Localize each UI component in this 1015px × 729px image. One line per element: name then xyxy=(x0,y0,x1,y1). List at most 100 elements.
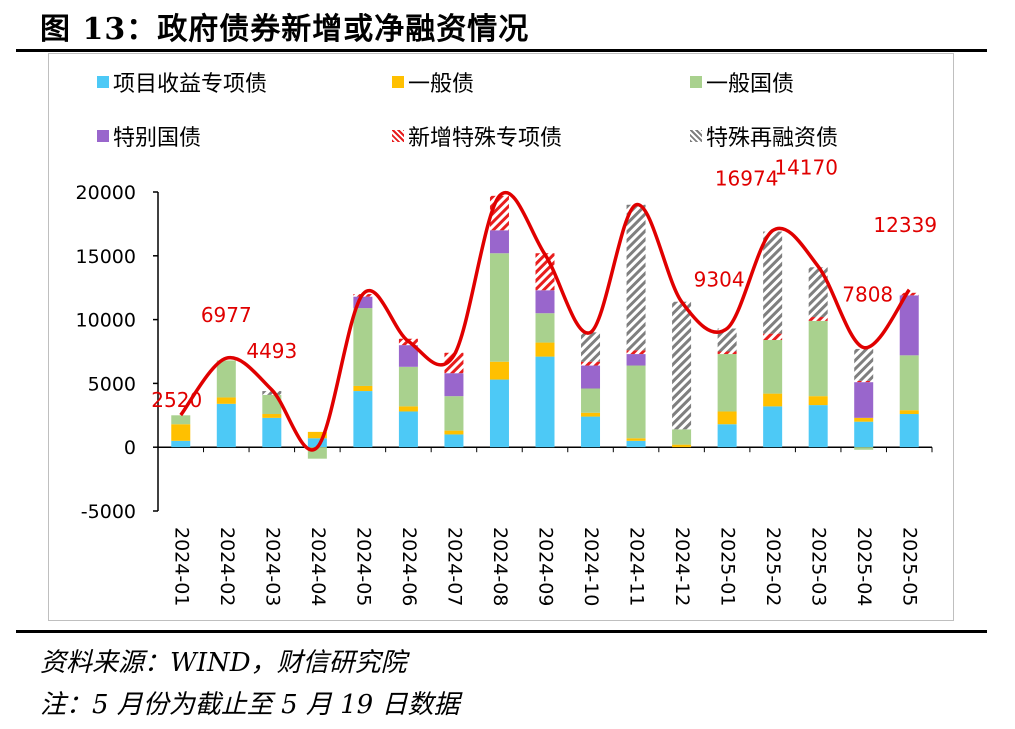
bar-segment-general_bond xyxy=(899,410,919,415)
data-label: 12339 xyxy=(873,213,937,237)
legend-label: 一般国债 xyxy=(706,72,795,97)
x-tick-label: 2024-05 xyxy=(352,527,374,606)
bar-segment-general_bond xyxy=(854,417,874,422)
bar-segment-refinance_bond xyxy=(626,204,646,351)
legend-label: 项目收益专项债 xyxy=(113,72,268,97)
legend-item: 特殊再融资债 xyxy=(690,120,838,152)
bar-segment-general_bond xyxy=(581,412,601,417)
chart-frame xyxy=(48,53,954,621)
x-tick-label: 2025-02 xyxy=(762,527,784,606)
x-tick-label: 2024-07 xyxy=(443,527,465,606)
bar-segment-treasury_bond xyxy=(216,360,236,398)
bar-segment-general_bond xyxy=(489,361,509,380)
bar-segment-general_bond xyxy=(717,411,737,425)
bar-segment-special_treasury xyxy=(353,296,373,309)
bar-segment-general_bond xyxy=(672,444,692,448)
data-label: 14170 xyxy=(774,156,838,180)
data-label: 2520 xyxy=(151,388,202,412)
data-label: 9304 xyxy=(694,267,745,291)
bar-segment-special_treasury xyxy=(489,230,509,254)
note-text: 注：5 月份为截止至 5 月 19 日数据 xyxy=(40,690,460,720)
bar-segment-project_bond xyxy=(581,416,601,448)
bottom-rule xyxy=(16,630,987,633)
bar-segment-treasury_bond xyxy=(672,429,692,445)
bar-segment-general_bond xyxy=(763,393,783,407)
data-label: 7808 xyxy=(842,283,893,307)
bar-segment-project_bond xyxy=(535,356,555,448)
y-tick-label: 15000 xyxy=(76,246,136,268)
x-tick-label: 2024-04 xyxy=(307,527,329,606)
x-tick-label: 2024-06 xyxy=(398,527,420,606)
bar-segment-treasury_bond xyxy=(854,447,874,450)
bar-segment-new_special_bond xyxy=(717,351,737,355)
y-tick-label: 20000 xyxy=(76,182,136,204)
bar-segment-project_bond xyxy=(353,391,373,448)
bar-segment-general_bond xyxy=(262,414,282,418)
bar-segment-new_special_bond xyxy=(763,333,783,341)
x-tick-label: 2025-05 xyxy=(899,527,921,606)
bar-segment-general_bond xyxy=(808,396,828,406)
bar-segment-new_special_bond xyxy=(626,350,646,355)
bar-segment-project_bond xyxy=(398,411,418,448)
bar-segment-general_bond xyxy=(444,430,464,435)
legend-swatch xyxy=(690,130,702,142)
x-tick-label: 2024-03 xyxy=(261,527,283,606)
bar-segment-refinance_bond xyxy=(717,328,737,352)
y-tick-label: 5000 xyxy=(88,373,136,395)
x-tick-label: 2025-03 xyxy=(808,527,830,606)
bar-segment-general_bond xyxy=(307,431,327,439)
bar-segment-special_treasury xyxy=(398,345,418,367)
bar-segment-treasury_bond xyxy=(626,365,646,439)
bar-segment-project_bond xyxy=(489,379,509,448)
x-tick-label: 2025-04 xyxy=(853,527,875,606)
legend-item: 一般国债 xyxy=(690,66,794,98)
bar-segment-treasury_bond xyxy=(262,394,282,415)
bar-segment-refinance_bond xyxy=(672,301,692,430)
bar-segment-new_special_bond xyxy=(808,317,828,321)
top-rule xyxy=(16,49,987,52)
bar-segment-new_special_bond xyxy=(535,253,555,291)
bar-segment-general_bond xyxy=(626,438,646,441)
bar-segment-treasury_bond xyxy=(535,313,555,343)
bar-segment-treasury_bond xyxy=(899,355,919,411)
bar-segment-treasury_bond xyxy=(581,388,601,413)
bar-segment-project_bond xyxy=(626,440,646,448)
y-tick-label: 10000 xyxy=(76,310,136,332)
bar-segment-general_bond xyxy=(398,406,418,412)
bar-segment-project_bond xyxy=(899,414,919,448)
legend-item: 特别国债 xyxy=(97,120,201,152)
legend-item: 一般债 xyxy=(392,66,474,98)
bar-segment-refinance_bond xyxy=(581,332,601,362)
bar-segment-treasury_bond xyxy=(763,340,783,394)
bar-segment-project_bond xyxy=(262,417,282,448)
x-tick-label: 2024-10 xyxy=(580,527,602,606)
bar-segment-new_special_bond xyxy=(854,380,874,383)
bar-segment-project_bond xyxy=(444,434,464,448)
bar-segment-project_bond xyxy=(808,405,828,448)
legend-label: 特殊再融资债 xyxy=(706,126,839,151)
legend-swatch xyxy=(97,76,109,88)
x-tick-label: 2024-01 xyxy=(170,527,192,606)
bar-segment-project_bond xyxy=(171,440,191,448)
bar-segment-general_bond xyxy=(216,397,236,404)
bar-segment-general_bond xyxy=(535,342,555,357)
data-label: 16974 xyxy=(715,167,779,191)
x-tick-label: 2024-02 xyxy=(216,527,238,606)
bar-segment-special_treasury xyxy=(581,365,601,389)
bar-segment-special_treasury xyxy=(444,373,464,397)
x-tick-label: 2024-08 xyxy=(489,527,511,606)
bar-segment-special_treasury xyxy=(854,382,874,418)
bar-segment-project_bond xyxy=(216,403,236,448)
bar-segment-refinance_bond xyxy=(763,231,783,334)
bar-segment-special_treasury xyxy=(535,290,555,314)
legend-item: 新增特殊专项债 xyxy=(392,120,562,152)
y-tick-label: -5000 xyxy=(81,501,136,523)
legend-swatch xyxy=(392,130,404,142)
data-label: 6977 xyxy=(201,303,252,327)
legend-swatch xyxy=(97,130,109,142)
bar-segment-treasury_bond xyxy=(353,308,373,386)
bar-segment-project_bond xyxy=(763,406,783,448)
bar-segment-treasury_bond xyxy=(489,253,509,362)
legend-item: 项目收益专项债 xyxy=(97,66,267,98)
